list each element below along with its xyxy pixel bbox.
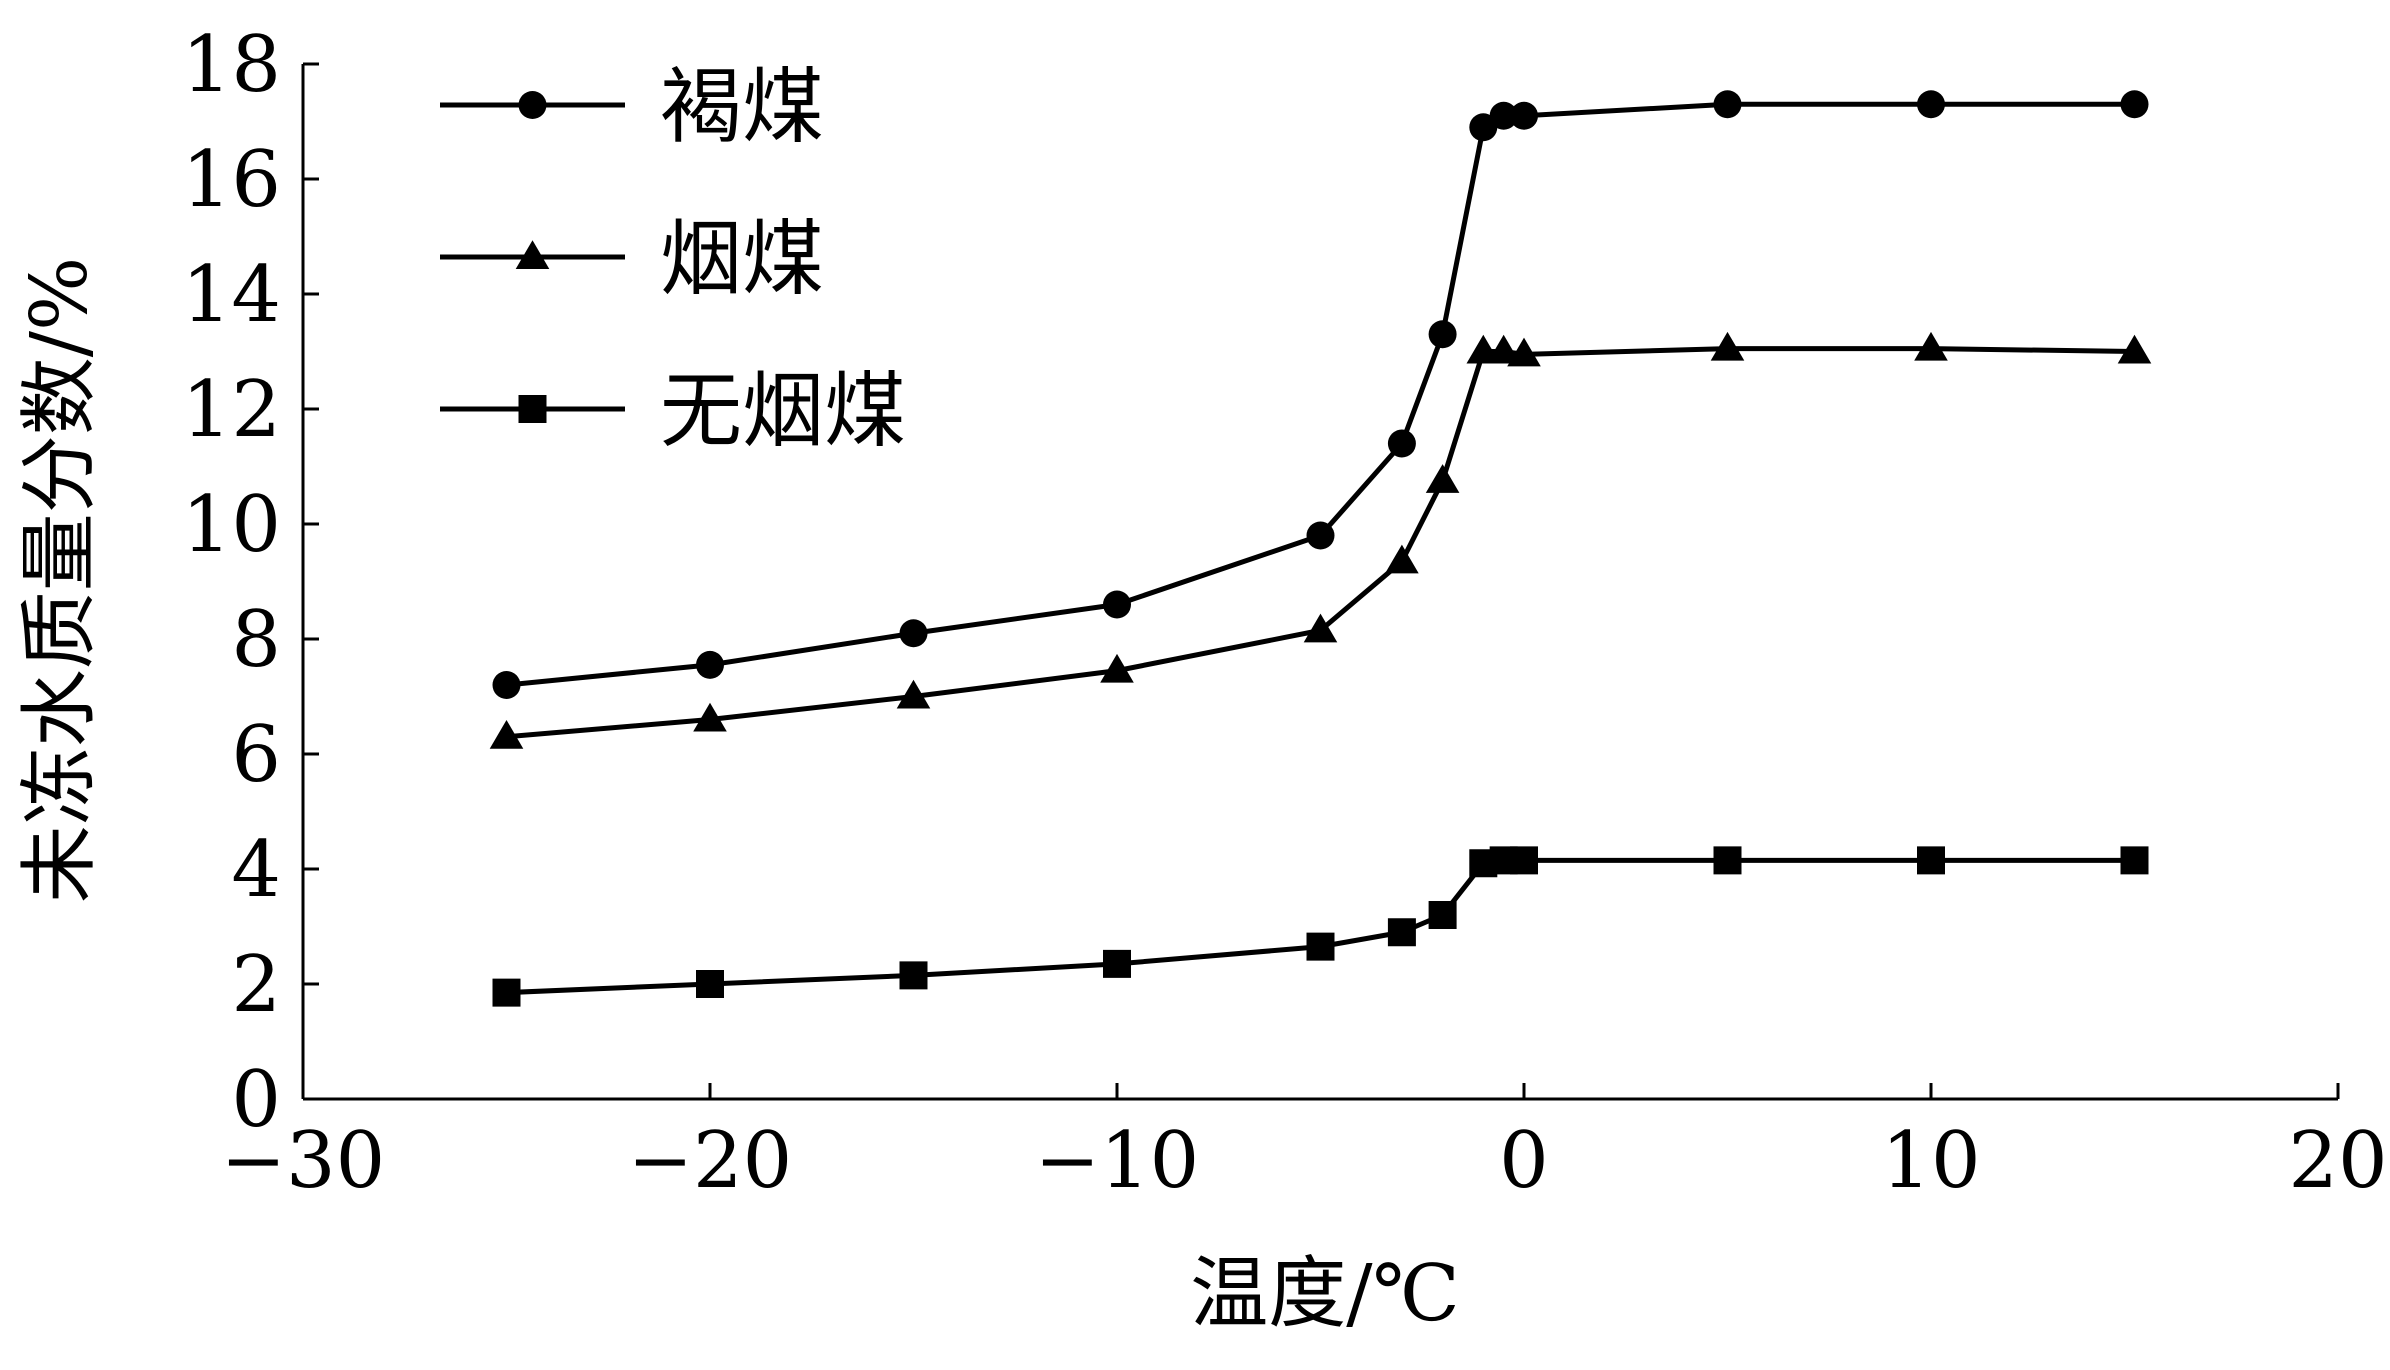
data-point [1387, 918, 1416, 947]
data-point [1713, 846, 1742, 875]
y-tick-label: 4 [231, 825, 281, 915]
y-tick-label: 6 [231, 710, 281, 800]
y-tick-label: 10 [182, 480, 281, 570]
series-line [506, 857, 2135, 996]
legend-label: 烟煤 [660, 212, 824, 307]
x-tick-label: 10 [1881, 1116, 1980, 1206]
y-axis: 0 2 4 6 8 10 12 14 16 18 [182, 20, 319, 1145]
data-point [1425, 464, 1460, 493]
data-point [1303, 613, 1338, 643]
data-point [1103, 949, 1131, 978]
data-point [492, 978, 521, 1007]
data-point [2117, 334, 2152, 364]
x-tick-label: −20 [628, 1116, 793, 1206]
data-point [1713, 90, 1742, 119]
y-tick-label: 8 [231, 595, 281, 685]
data-point [1387, 429, 1416, 458]
series-layer [489, 90, 2152, 1007]
data-point [1914, 331, 1948, 361]
y-tick-label: 2 [231, 940, 281, 1030]
series-triangle [489, 331, 2152, 749]
legend-marker [518, 395, 547, 423]
x-axis: −30 −20 −10 0 10 20 [221, 1083, 2388, 1206]
data-point [492, 671, 521, 699]
x-tick-label: −30 [221, 1116, 386, 1206]
data-point [696, 650, 724, 679]
data-point [1510, 846, 1538, 875]
x-axis-title: 温度/℃ [1190, 1249, 1460, 1339]
y-tick-label: 14 [182, 250, 281, 340]
data-point [1917, 846, 1945, 875]
data-point [1917, 90, 1945, 119]
data-point [693, 702, 727, 732]
data-point [1489, 101, 1518, 130]
x-tick-label: −10 [1035, 1116, 1200, 1206]
series-circle [492, 90, 2149, 699]
data-point [1385, 544, 1419, 574]
data-point [1469, 113, 1498, 142]
data-point [1103, 590, 1131, 619]
data-point [1100, 653, 1134, 683]
x-tick-label: 20 [2288, 1116, 2387, 1206]
data-point [896, 679, 931, 709]
data-point [1507, 337, 1541, 367]
legend-marker [515, 240, 550, 269]
data-point [489, 719, 524, 749]
legend-item: 褐煤 [440, 60, 824, 155]
data-point [899, 619, 928, 648]
y-tick-label: 12 [182, 365, 281, 455]
data-point [2120, 90, 2149, 119]
data-point [1306, 521, 1335, 550]
data-point [1306, 932, 1335, 961]
legend-label: 无烟煤 [660, 364, 906, 459]
data-point [1510, 101, 1538, 130]
legend-item: 无烟煤 [440, 364, 906, 459]
data-point [899, 961, 928, 990]
y-tick-label: 0 [231, 1055, 281, 1145]
data-point [1428, 320, 1457, 349]
series-square [492, 846, 2149, 1007]
data-point [1428, 901, 1457, 929]
legend-marker [518, 91, 547, 119]
y-tick-label: 16 [182, 135, 281, 225]
data-point [1710, 331, 1745, 361]
y-tick-label: 18 [182, 20, 281, 110]
x-tick-label: 0 [1499, 1116, 1549, 1206]
data-point [1486, 334, 1521, 364]
legend-item: 烟煤 [440, 212, 824, 307]
data-point [2120, 846, 2149, 875]
data-point [696, 970, 724, 998]
legend-label: 褐煤 [660, 60, 824, 155]
y-axis-title: 未冻水质量分数/% [15, 257, 105, 903]
